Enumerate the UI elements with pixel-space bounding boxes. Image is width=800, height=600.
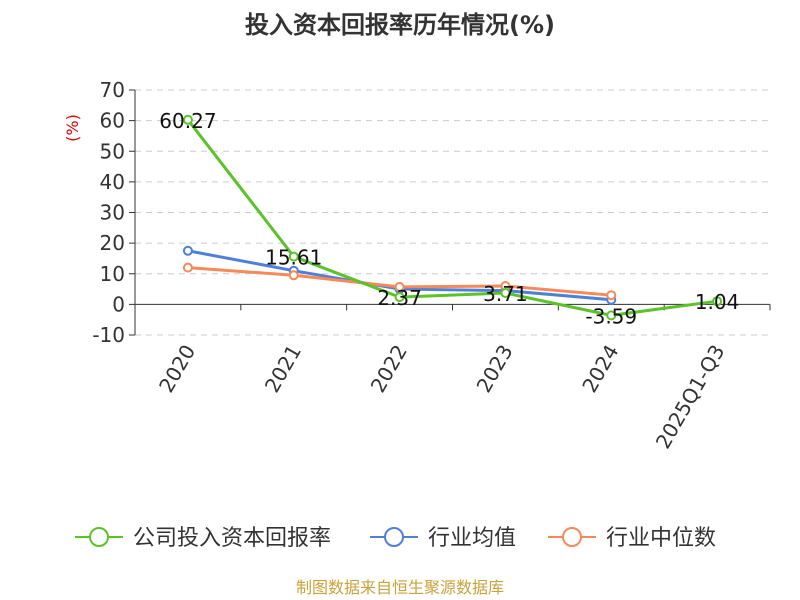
- y-tick-label: 30: [100, 201, 125, 225]
- legend[interactable]: 公司投入资本回报率 行业均值 行业中位数: [75, 526, 716, 551]
- data-label: -3.59: [585, 304, 637, 328]
- legend-label: 公司投入资本回报率: [133, 526, 331, 551]
- legend-label: 行业中位数: [606, 526, 716, 551]
- data-point: [500, 288, 511, 299]
- grid: [135, 89, 770, 336]
- legend-marker: [384, 527, 404, 547]
- y-ticks: -10 0 10 20 30 40 50 60 70: [92, 78, 135, 347]
- source-note: 制图数据来自恒生聚源数据库: [296, 578, 504, 597]
- x-tick-label: 2023: [472, 341, 518, 397]
- data-point: [394, 292, 405, 303]
- data-label: 60.27: [159, 109, 216, 133]
- series-group: [182, 114, 723, 321]
- data-point: [606, 310, 617, 321]
- y-axis-label: (%): [63, 114, 82, 142]
- data-point: [182, 245, 193, 256]
- legend-marker: [562, 527, 582, 547]
- data-point: [606, 290, 617, 301]
- y-tick-label: 10: [100, 262, 125, 286]
- x-tick-label: 2021: [260, 341, 306, 397]
- data-label: 1.04: [695, 290, 740, 314]
- x-tick-label: 2022: [366, 341, 412, 397]
- data-labels: 60.27 15.61 2.37 3.71 -3.59 1.04: [159, 109, 739, 329]
- y-tick-label: 40: [100, 170, 125, 194]
- y-tick-label: -10: [92, 323, 125, 347]
- data-label: 3.71: [483, 282, 528, 306]
- data-label: 15.61: [265, 246, 322, 270]
- legend-marker: [89, 527, 109, 547]
- data-point: [288, 251, 299, 262]
- data-point: [394, 281, 405, 292]
- y-tick-label: 50: [100, 139, 125, 163]
- data-point: [288, 270, 299, 281]
- x-tick-label: 2025Q1-Q3: [651, 341, 730, 453]
- chart-title: 投入资本回报率历年情况(%): [245, 11, 555, 39]
- y-tick-label: 0: [112, 292, 125, 316]
- legend-item-0[interactable]: 公司投入资本回报率: [75, 526, 331, 551]
- legend-item-2[interactable]: 行业中位数: [548, 526, 716, 551]
- y-tick-label: 60: [100, 109, 125, 133]
- x-tick-label: 2024: [577, 341, 623, 397]
- data-point: [182, 262, 193, 273]
- x-tick-label: 2020: [154, 341, 200, 397]
- data-point: [182, 114, 193, 125]
- data-point: [712, 296, 723, 307]
- x-ticks: 2020 2021 2022 2023 2024 2025Q1-Q3: [134, 304, 771, 453]
- data-label: 2.37: [377, 286, 422, 310]
- legend-label: 行业均值: [428, 526, 516, 551]
- y-tick-label: 20: [100, 231, 125, 255]
- y-tick-label: 70: [100, 78, 125, 102]
- series-line-0: [186, 118, 718, 317]
- legend-item-1[interactable]: 行业均值: [370, 526, 516, 551]
